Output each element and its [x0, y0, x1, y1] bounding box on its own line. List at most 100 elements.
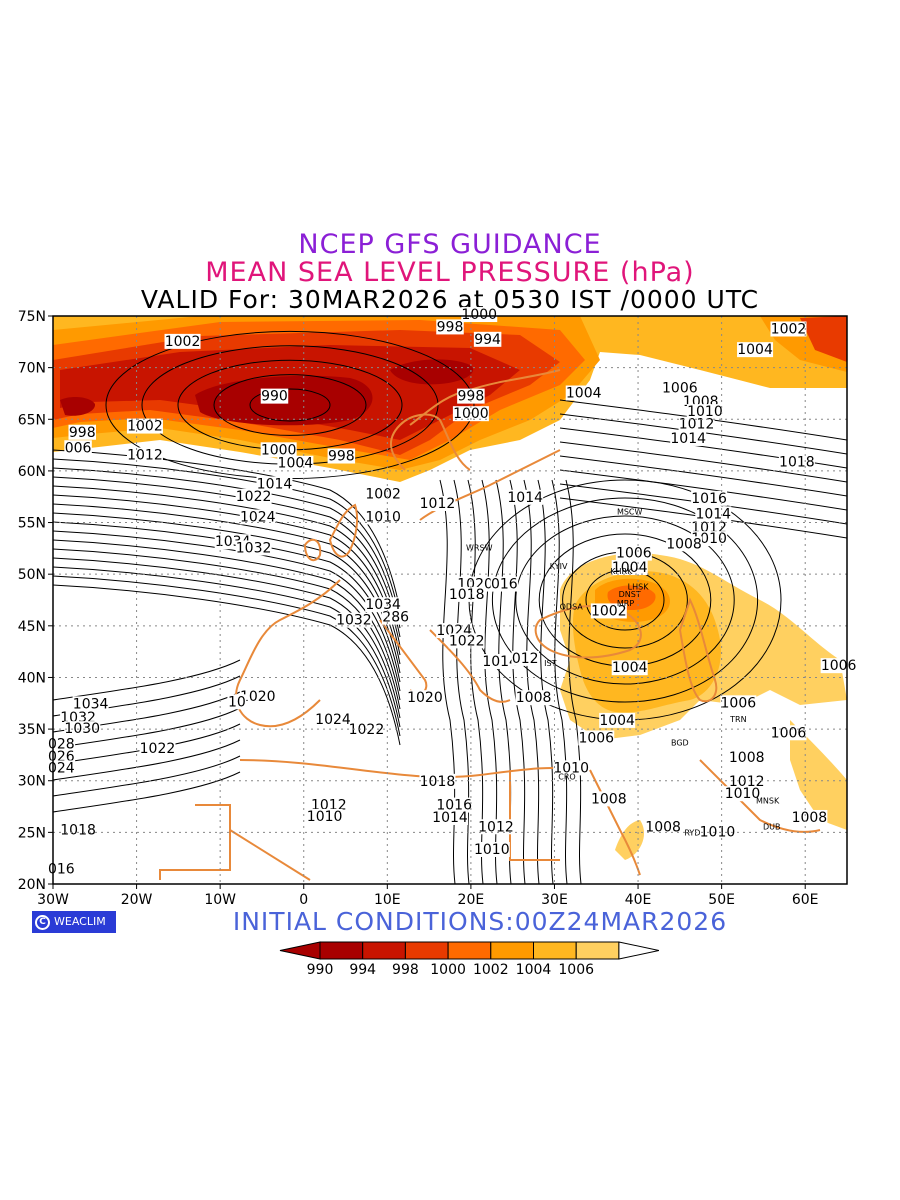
- colorbar-label: 1006: [558, 962, 594, 978]
- isobar-label-text: 1010: [700, 824, 736, 840]
- isobar-label: 1010: [306, 808, 343, 825]
- isobar-label-text: 998: [458, 389, 485, 405]
- isobar-label: 1004: [277, 455, 314, 472]
- shade-990-b: [390, 359, 474, 385]
- isobar-label: 1010: [365, 509, 402, 525]
- isobar-label-text: 006: [65, 440, 92, 456]
- isobar-label: 1006: [820, 658, 857, 674]
- isobar-label: 1014: [432, 809, 468, 826]
- lat-tick-label: 35N: [18, 722, 46, 738]
- isobar-label-box: [235, 540, 272, 556]
- isobar-label-box: [239, 689, 276, 705]
- isobar-label-box: [139, 740, 176, 756]
- city-label: RYD: [684, 828, 700, 837]
- isobar-label-box: [778, 454, 815, 470]
- isobar-label-box: [239, 509, 276, 525]
- isobar-label-box: [599, 712, 636, 728]
- isobar: [523, 479, 540, 884]
- isobar-label: 1018: [778, 454, 815, 471]
- isobar-label-text: 1012: [127, 447, 163, 463]
- isobar-label-box: [327, 448, 356, 464]
- isobar-label-text: 1010: [365, 509, 401, 525]
- lon-tick-label: 50E: [708, 892, 735, 908]
- isobar-label-text: 028: [48, 737, 75, 753]
- coast-red-sea: [589, 769, 641, 876]
- isobar-label-text: 10: [228, 694, 246, 710]
- isobar-label-box: [436, 319, 464, 335]
- coast-france-iberia: [235, 579, 341, 728]
- colorbar-label: 990: [307, 962, 334, 978]
- isobar-label-box: [235, 488, 272, 504]
- isobar-label: 1008: [590, 791, 627, 807]
- isobar-label-text: 1000: [461, 307, 497, 323]
- isobar-label-text: 1024: [315, 712, 351, 728]
- isobar-label: 1002: [770, 321, 807, 337]
- isobar-label-text: 1014: [507, 490, 543, 506]
- lon-tick-label: 20W: [121, 892, 153, 908]
- isobar-label-text: 1014: [695, 506, 731, 522]
- isobar: [559, 441, 847, 483]
- isobar-label-box: [678, 416, 715, 432]
- isobar-label-text: 1014: [257, 476, 293, 492]
- isobar: [213, 374, 367, 436]
- coast-ireland: [303, 538, 322, 562]
- isobar-label-box: [507, 489, 544, 505]
- isobar-label-text: 1020: [407, 690, 443, 706]
- isobar-label: 1006: [578, 730, 615, 746]
- isobar-label-box: [770, 321, 807, 337]
- city-label: IST: [544, 659, 556, 668]
- isobar-label: 998: [457, 388, 485, 405]
- lat-tick-label: 50N: [18, 567, 46, 583]
- isobar-label-text: 1018: [449, 587, 485, 603]
- isobar-label-text: 1008: [729, 750, 765, 766]
- isobar-label: 1012: [126, 447, 163, 463]
- isobar-label-text: 1008: [645, 819, 681, 835]
- isobar-label: 1010: [699, 824, 736, 840]
- isobar-label-box: [72, 696, 109, 712]
- isobar-label-text: 1002: [165, 334, 201, 350]
- isobar-label: 1020: [406, 690, 443, 706]
- isobar-label-text: 1016: [436, 798, 472, 814]
- isobar-label-text: 1004: [599, 713, 635, 729]
- lat-tick-label: 75N: [18, 309, 46, 325]
- logo-text: WEACLIM: [54, 915, 106, 928]
- isobar-label-text: 998: [328, 449, 355, 465]
- weaclim-logo: C WEACLIM: [32, 911, 116, 933]
- isobar-label: 1010: [724, 786, 761, 802]
- axis-ticks: [48, 315, 806, 889]
- isobar-label-text: 994: [474, 332, 501, 348]
- isobar-label-text: 1032: [336, 613, 372, 629]
- isobar: [439, 479, 456, 884]
- isobar-label: 1018: [419, 773, 456, 790]
- isobar-label: 1002: [365, 486, 402, 503]
- isobar-label-box: [473, 841, 510, 857]
- isobar-label: 994: [473, 331, 502, 348]
- coast-scandinavia: [390, 413, 471, 471]
- lat-tick-label: 65N: [18, 412, 46, 428]
- isobar-label-box: [615, 545, 652, 561]
- isobar-label-text: 286: [382, 610, 409, 626]
- isobar-label: 1004: [737, 342, 774, 358]
- isobar-label: 016: [490, 576, 519, 593]
- colorbar-swatch: [575, 941, 620, 960]
- isobar-label-text: 1010: [725, 786, 761, 802]
- isobar-label-box: [448, 586, 485, 602]
- isobar-label-box: [482, 654, 519, 670]
- isobar-label-text: 1000: [453, 406, 489, 422]
- isobar-label-box: [670, 430, 707, 446]
- colorbar-swatch: [362, 941, 406, 960]
- city-labels: MSCWWRSWKYIVKHRKLHSKDNSTMRPODSAISTCROBGD…: [466, 507, 781, 837]
- isobar-label-text: 1014: [432, 810, 468, 826]
- isobar-label-text: 1014: [482, 654, 518, 670]
- isobar-label-box: [611, 660, 648, 676]
- isobar-label-box: [457, 388, 485, 404]
- lon-tick-label: 60E: [792, 892, 819, 908]
- isobar-label-text: 1034: [73, 696, 109, 712]
- isobar-label: 990: [260, 388, 289, 405]
- isobar: [559, 399, 847, 441]
- isobar-label: 1018: [448, 586, 485, 603]
- lon-tick-label: 10E: [374, 892, 401, 908]
- isobar-label: 1022: [139, 740, 176, 757]
- isobar-label: 1014: [482, 654, 519, 670]
- isobar-label: 1006: [615, 545, 652, 562]
